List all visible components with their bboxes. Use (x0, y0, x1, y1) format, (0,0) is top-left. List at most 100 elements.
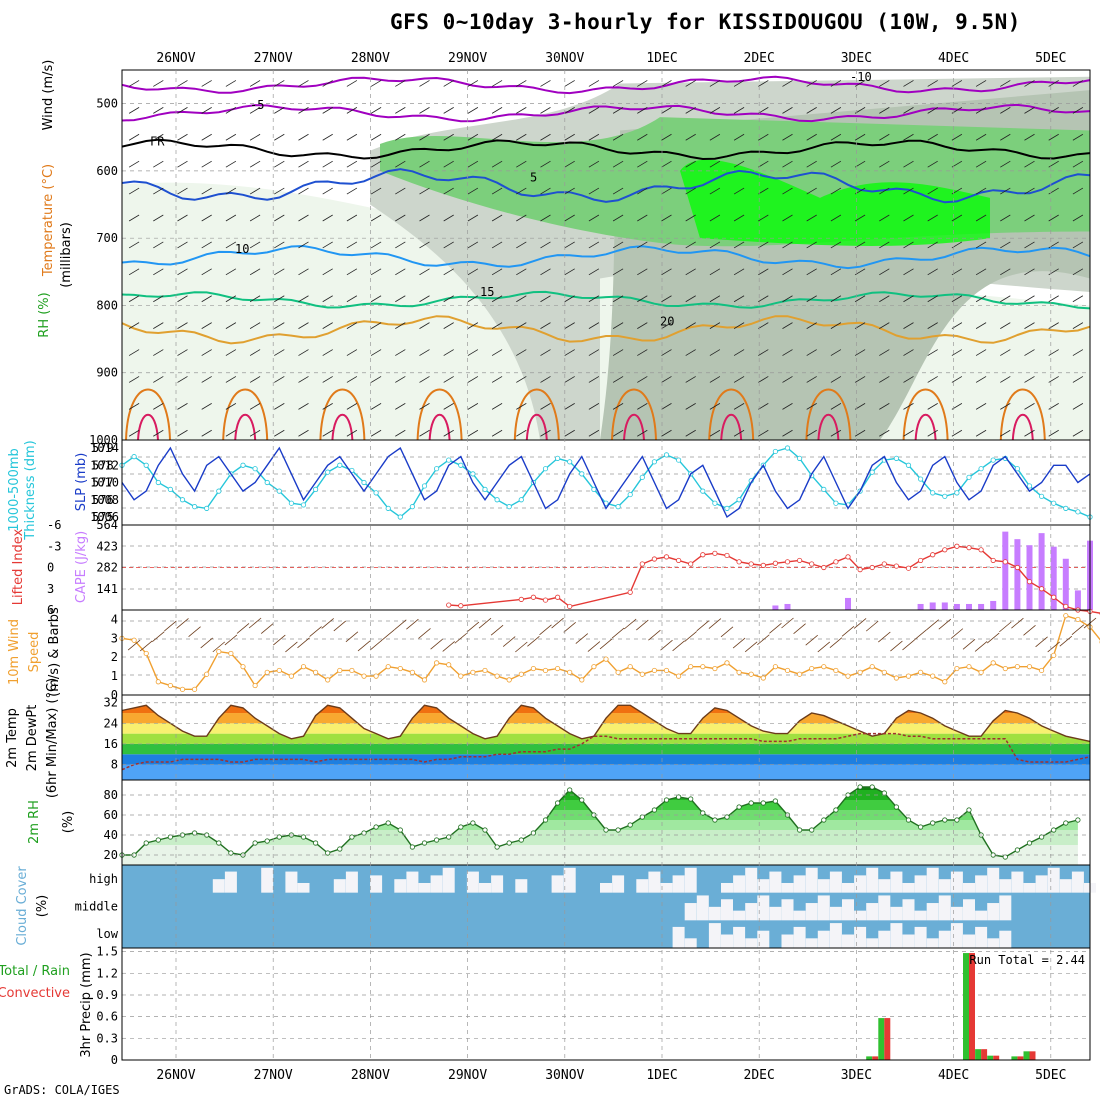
wind-barb-10m (1035, 636, 1048, 648)
wind-barb (225, 268, 237, 276)
cloud-cell (890, 906, 903, 921)
wind-barb (1072, 429, 1084, 437)
wind-barb-10m (394, 619, 407, 631)
lifted-index-point (554, 594, 561, 600)
wind-barb (128, 322, 140, 329)
wind-barb-10m (611, 627, 625, 639)
thickness-point (252, 466, 258, 472)
wind-barb (177, 107, 188, 114)
cloud-cell (878, 879, 891, 893)
wind-barb (1048, 429, 1059, 437)
cloud-cell (950, 923, 963, 948)
wind-barb (927, 133, 938, 141)
thickness-point (216, 488, 222, 494)
wind-barb (177, 187, 188, 195)
wind-barb (854, 349, 866, 356)
wind-speed-point (603, 656, 609, 662)
wind-barb (1048, 295, 1059, 303)
wind-barb (758, 403, 769, 410)
wind-barb (346, 80, 358, 87)
wind-barb (1024, 241, 1035, 249)
lifted-index-point (917, 557, 924, 564)
wind-barb (854, 107, 866, 114)
precip-legend-conv: Convective (0, 986, 70, 1001)
pressure-tick-label: 500 (96, 97, 118, 111)
wind-barb (1000, 295, 1011, 303)
wind-speed-point (288, 673, 294, 679)
cloud-cell (793, 926, 806, 948)
temp-band (122, 754, 1090, 765)
wind-barb (346, 295, 358, 303)
wind-barb (612, 429, 624, 437)
wind-barb-10m (720, 626, 734, 638)
wind-barb (177, 295, 188, 303)
wind-barb (201, 160, 212, 168)
date-label-top: 27NOV (254, 51, 293, 66)
isotherm-30-loop (817, 413, 840, 441)
wind-barb (758, 187, 769, 195)
wind-barb (685, 187, 696, 195)
rh-point (216, 840, 222, 846)
wind-barb-10m (418, 628, 431, 639)
wind-barb (370, 295, 382, 303)
wind-barb-10m (200, 637, 213, 649)
wind-barb (225, 133, 237, 141)
wind-barb (564, 349, 575, 356)
cloud-cell (890, 923, 903, 948)
wind-barb-10m (527, 636, 540, 647)
cloud-cell (817, 930, 830, 948)
wind-barb (830, 214, 842, 222)
wind-barb (346, 268, 358, 276)
wind-barb (588, 133, 600, 141)
wind-barb (951, 295, 963, 303)
wind-barb (879, 214, 890, 222)
cloud-row-label: middle (75, 900, 118, 914)
wind-barb (467, 349, 479, 356)
lifted-index-point (857, 567, 863, 573)
wind-barb (322, 214, 333, 222)
wind-barb (709, 187, 721, 195)
wind-barb-10m (478, 617, 492, 629)
wind-barb (685, 80, 696, 87)
wind-barb (395, 80, 406, 87)
wind-barb (661, 295, 672, 303)
wind-barb (1024, 160, 1035, 168)
wind-barb (951, 80, 963, 87)
cloud-cell (878, 930, 891, 948)
thickness-tick-label: 578 (92, 458, 114, 472)
slp-tick-label: 1006 (90, 510, 119, 524)
rh-point (905, 817, 912, 823)
lifted-index-point (627, 589, 633, 595)
wind-barb (830, 133, 842, 141)
cloud-cell (781, 882, 794, 893)
wind-speed-point (554, 665, 561, 672)
rh-point (385, 820, 391, 826)
wind-barb (903, 295, 914, 303)
upper-rh-label: RH (%) (37, 292, 52, 337)
wind-speed-point (204, 671, 210, 677)
wind-barb (927, 214, 938, 222)
wind-speed-point (796, 671, 803, 677)
wind-barb-10m (345, 631, 359, 643)
cape-bar (1062, 558, 1069, 610)
wind-barb (346, 322, 358, 329)
wind-barb (516, 107, 527, 114)
rh-point (373, 824, 379, 830)
wind-barb (516, 214, 527, 222)
cape-bar (917, 603, 924, 610)
lifted-index-point (784, 559, 791, 565)
wind-barb (927, 295, 938, 303)
wind-barb (1048, 107, 1059, 114)
wind-barb (370, 133, 382, 141)
lifted-index-point (1002, 559, 1008, 565)
wind-barb (637, 133, 648, 141)
isotherm-30-loop (525, 413, 548, 441)
wind-barb (854, 268, 866, 276)
wind-barb (419, 429, 430, 437)
wind-barb (830, 349, 842, 356)
thickness-point (518, 497, 524, 503)
rh-point (421, 840, 428, 846)
wind-barb (177, 403, 188, 410)
wind-speed-point (627, 664, 633, 670)
wind-barb (1000, 160, 1011, 168)
